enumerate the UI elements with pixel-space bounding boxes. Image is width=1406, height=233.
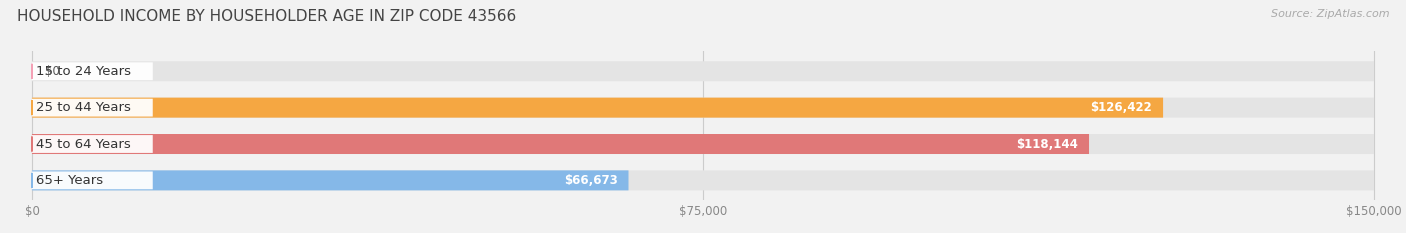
Text: 45 to 64 Years: 45 to 64 Years	[37, 137, 131, 151]
FancyBboxPatch shape	[32, 62, 153, 80]
FancyBboxPatch shape	[32, 98, 1374, 118]
Text: HOUSEHOLD INCOME BY HOUSEHOLDER AGE IN ZIP CODE 43566: HOUSEHOLD INCOME BY HOUSEHOLDER AGE IN Z…	[17, 9, 516, 24]
FancyBboxPatch shape	[32, 61, 1374, 81]
Text: $66,673: $66,673	[564, 174, 617, 187]
FancyBboxPatch shape	[32, 171, 153, 189]
FancyBboxPatch shape	[32, 134, 1090, 154]
FancyBboxPatch shape	[32, 134, 1374, 154]
FancyBboxPatch shape	[32, 170, 628, 190]
Text: $118,144: $118,144	[1017, 137, 1078, 151]
FancyBboxPatch shape	[32, 98, 1163, 118]
Text: $126,422: $126,422	[1091, 101, 1153, 114]
Text: 65+ Years: 65+ Years	[37, 174, 104, 187]
FancyBboxPatch shape	[32, 170, 1374, 190]
Text: 25 to 44 Years: 25 to 44 Years	[37, 101, 131, 114]
FancyBboxPatch shape	[32, 99, 153, 116]
Text: $0: $0	[45, 65, 60, 78]
Text: Source: ZipAtlas.com: Source: ZipAtlas.com	[1271, 9, 1389, 19]
FancyBboxPatch shape	[32, 135, 153, 153]
Text: 15 to 24 Years: 15 to 24 Years	[37, 65, 131, 78]
